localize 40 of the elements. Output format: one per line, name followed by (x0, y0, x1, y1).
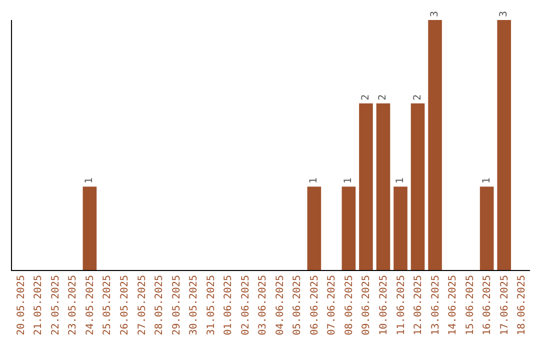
x-tick-label: 13.06.2025 (430, 275, 442, 336)
x-tick-label: 09.06.2025 (361, 275, 372, 336)
x-tick-label: 18.06.2025 (516, 275, 528, 336)
x-tick-label: 11.06.2025 (396, 275, 407, 336)
x-tick-label: 06.06.2025 (309, 275, 320, 336)
x-tick-label: 25.05.2025 (102, 275, 114, 336)
data-label: 2 (412, 94, 424, 100)
x-tick-label: 27.05.2025 (136, 275, 148, 336)
x-tick-label: 07.06.2025 (326, 275, 338, 336)
x-tick-label: 22.05.2025 (50, 275, 62, 336)
x-tick-label: 05.06.2025 (292, 275, 304, 336)
x-tick-label: 02.06.2025 (240, 275, 252, 336)
x-tick-label: 28.05.2025 (154, 275, 166, 336)
x-tick-label: 20.05.2025 (16, 275, 27, 336)
x-tick-label: 10.06.2025 (378, 275, 390, 336)
x-tick-label: 17.06.2025 (499, 275, 510, 336)
x-tick-label: 14.06.2025 (448, 275, 459, 336)
x-tick-label: 31.05.2025 (206, 275, 217, 336)
x-tick-label: 30.05.2025 (188, 275, 200, 336)
data-label: 1 (343, 178, 354, 184)
data-label: 3 (498, 10, 510, 17)
data-label: 3 (430, 10, 441, 17)
x-tick-label: 24.05.2025 (84, 275, 96, 336)
data-label: 1 (395, 178, 406, 184)
data-label: 1 (308, 178, 320, 184)
x-tick-label: 16.06.2025 (482, 275, 494, 336)
data-label: 1 (481, 178, 492, 184)
x-tick-label: 23.05.2025 (68, 275, 79, 336)
x-tick-label: 08.06.2025 (344, 275, 355, 336)
x-tick-label: 21.05.2025 (33, 275, 44, 336)
x-tick-label: 01.06.2025 (223, 275, 234, 336)
x-tick-label: 29.05.2025 (171, 275, 182, 336)
data-label: 1 (84, 178, 96, 184)
x-tick-label: 15.06.2025 (464, 275, 476, 336)
x-tick-label: 03.06.2025 (258, 275, 269, 336)
data-label: 2 (360, 94, 372, 100)
x-tick-label: 26.05.2025 (119, 275, 130, 336)
x-tick-label: 12.06.2025 (413, 275, 424, 336)
x-tick-label: 04.06.2025 (274, 275, 286, 336)
data-label: 2 (378, 94, 389, 100)
